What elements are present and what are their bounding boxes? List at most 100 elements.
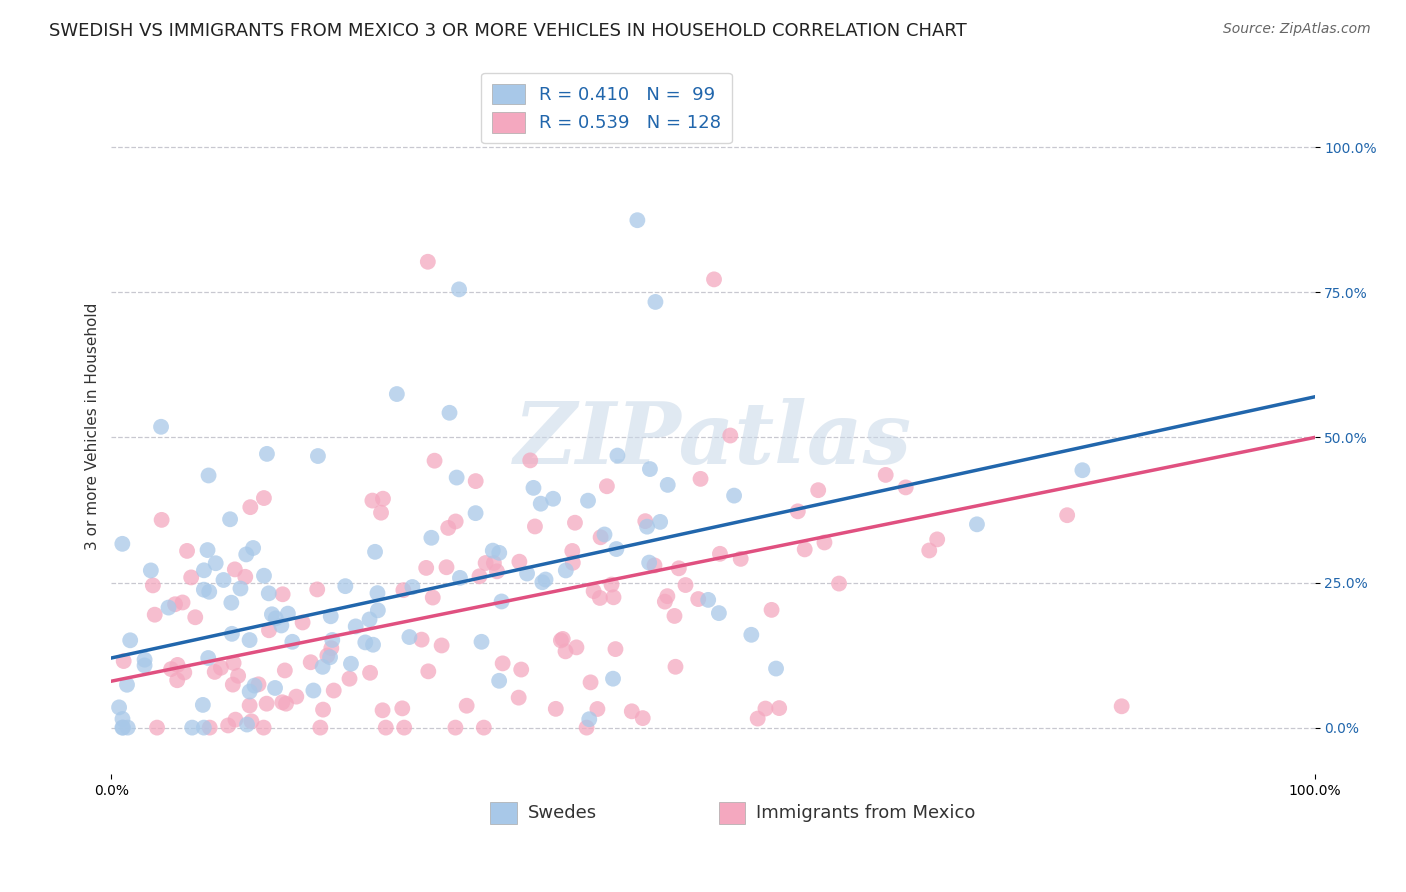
Point: [157, 600, 180, 615]
Point: [212, 573, 235, 587]
Point: [446, 470, 468, 484]
Point: [176, 544, 198, 558]
Point: [344, 619, 367, 633]
Point: [508, 690, 530, 705]
Point: [761, 603, 783, 617]
Point: [243, 679, 266, 693]
Point: [472, 721, 495, 735]
Point: [150, 419, 173, 434]
Point: [634, 514, 657, 528]
Point: [875, 467, 897, 482]
Point: [173, 665, 195, 680]
Point: [530, 497, 553, 511]
Point: [561, 556, 583, 570]
Point: [894, 480, 917, 494]
Point: [444, 515, 467, 529]
Point: [534, 573, 557, 587]
Point: [703, 272, 725, 286]
Point: [120, 633, 142, 648]
Point: [638, 462, 661, 476]
Point: [291, 615, 314, 630]
Point: [180, 570, 202, 584]
Point: [449, 571, 471, 585]
Point: [554, 644, 576, 658]
Point: [828, 576, 851, 591]
Point: [747, 712, 769, 726]
Point: [302, 683, 325, 698]
Point: [657, 589, 679, 603]
Point: [664, 660, 686, 674]
Point: [1111, 699, 1133, 714]
Point: [253, 568, 276, 582]
Point: [416, 254, 439, 268]
Point: [271, 587, 294, 601]
Point: [541, 491, 564, 506]
Point: [561, 544, 583, 558]
Point: [197, 468, 219, 483]
Point: [586, 702, 609, 716]
Point: [117, 721, 139, 735]
Point: [456, 698, 478, 713]
Point: [392, 721, 415, 735]
Point: [688, 592, 710, 607]
Point: [439, 406, 461, 420]
Point: [197, 543, 219, 558]
Point: [371, 703, 394, 717]
Point: [675, 578, 697, 592]
Point: [247, 677, 270, 691]
Point: [786, 504, 808, 518]
Point: [488, 546, 510, 560]
Point: [551, 632, 574, 646]
Point: [239, 684, 262, 698]
Point: [519, 453, 541, 467]
FancyBboxPatch shape: [491, 802, 517, 824]
Text: SWEDISH VS IMMIGRANTS FROM MEXICO 3 OR MORE VEHICLES IN HOUSEHOLD CORRELATION CH: SWEDISH VS IMMIGRANTS FROM MEXICO 3 OR M…: [49, 22, 967, 40]
Point: [578, 712, 600, 726]
Point: [181, 721, 204, 735]
Point: [197, 651, 219, 665]
Point: [636, 519, 658, 533]
Point: [139, 563, 162, 577]
Point: [321, 641, 343, 656]
Point: [366, 586, 388, 600]
Point: [418, 665, 440, 679]
Point: [444, 721, 467, 735]
Point: [209, 661, 232, 675]
Point: [204, 556, 226, 570]
Point: [697, 593, 720, 607]
Point: [723, 489, 745, 503]
Point: [242, 541, 264, 555]
Point: [689, 472, 711, 486]
Point: [142, 578, 165, 592]
Point: [221, 627, 243, 641]
Point: [256, 447, 278, 461]
Point: [605, 542, 627, 557]
Point: [602, 591, 624, 605]
Point: [319, 650, 342, 665]
Point: [134, 658, 156, 673]
Point: [219, 512, 242, 526]
Point: [468, 569, 491, 583]
Point: [927, 533, 949, 547]
Point: [150, 513, 173, 527]
Point: [596, 479, 619, 493]
Point: [361, 493, 384, 508]
Point: [359, 612, 381, 626]
Point: [340, 657, 363, 671]
Point: [198, 584, 221, 599]
Point: [193, 563, 215, 577]
Point: [392, 583, 415, 598]
Point: [544, 702, 567, 716]
Point: [143, 607, 166, 622]
Point: [191, 698, 214, 712]
Point: [1056, 508, 1078, 523]
Point: [354, 635, 377, 649]
Point: [449, 282, 471, 296]
Point: [491, 594, 513, 608]
Point: [371, 491, 394, 506]
Point: [564, 516, 586, 530]
Point: [385, 387, 408, 401]
Point: [112, 654, 135, 668]
Point: [754, 701, 776, 715]
Point: [606, 449, 628, 463]
